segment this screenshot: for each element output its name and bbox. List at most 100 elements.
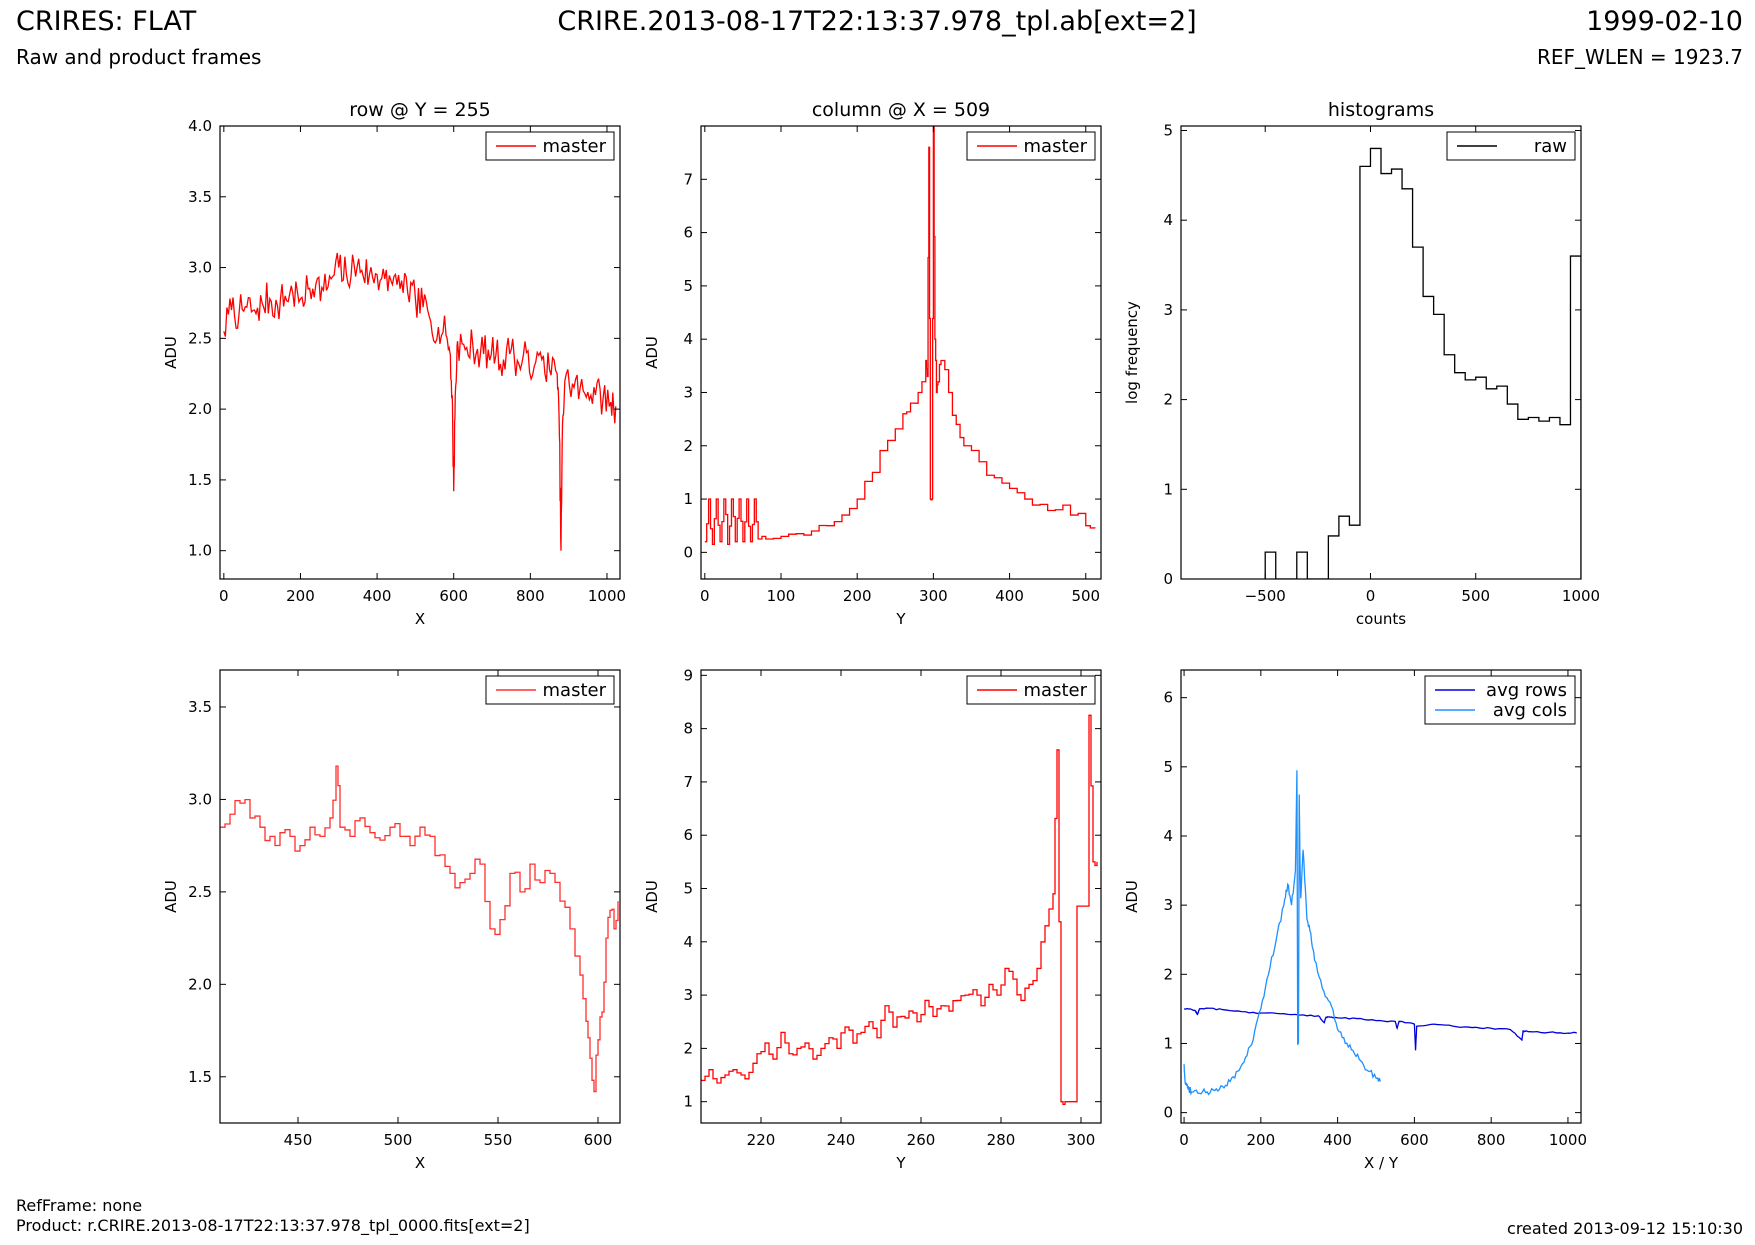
y-tick-label: 1 (683, 1093, 693, 1111)
x-axis-label: X (415, 610, 425, 628)
plot-frame (700, 125, 1102, 580)
y-tick-label: 4.0 (188, 117, 212, 135)
x-tick-label: 300 (1067, 1131, 1096, 1149)
y-tick-label: 4 (683, 933, 693, 951)
x-tick-label: 1000 (1562, 587, 1600, 605)
series-line-avg-rows (1183, 1007, 1578, 1051)
plot-area (701, 714, 1098, 1106)
legend: master (485, 131, 615, 161)
x-tick-label: 200 (1247, 1131, 1276, 1149)
x-axis-label: counts (1356, 610, 1406, 628)
x-tick-label: 0 (1366, 587, 1376, 605)
y-tick-label: 2 (1163, 965, 1173, 983)
plot-frame (1180, 669, 1582, 1124)
series-line-master (220, 765, 619, 1093)
chart-panel-5: 220 240 260 280 300 1 2 3 4 5 6 7 8 9 Y ADU master (643, 666, 1102, 1172)
file-title: CRIRE.2013-08-17T22:13:37.978_tpl.ab[ext… (557, 6, 1197, 37)
x-axis-label: Y (895, 1154, 906, 1172)
y-axis-label: ADU (162, 336, 180, 369)
y-tick-label: 2.5 (188, 329, 212, 347)
y-tick-label: 7 (683, 170, 693, 188)
x-tick-label: 600 (439, 587, 468, 605)
y-tick-label: 1 (1163, 480, 1173, 498)
x-tick-label: −500 (1245, 587, 1286, 605)
footer-ref-frame: RefFrame: none (16, 1196, 143, 1215)
y-tick-label: 2 (683, 437, 693, 455)
plot-frame (219, 669, 621, 1124)
x-tick-label: 280 (987, 1131, 1016, 1149)
x-tick-label: 400 (995, 587, 1024, 605)
y-tick-label: 2.0 (188, 975, 212, 993)
y-tick-label: 3.0 (188, 259, 212, 277)
y-tick-label: 1 (1163, 1034, 1173, 1052)
plot-area (223, 252, 617, 551)
date-label: 1999-02-10 (1586, 6, 1743, 37)
plot-area (1183, 770, 1578, 1096)
footer-created: created 2013-09-12 15:10:30 (1507, 1219, 1743, 1238)
x-tick-label: 400 (1323, 1131, 1352, 1149)
y-tick-label: 4 (1163, 211, 1173, 229)
x-tick-label: 200 (843, 587, 872, 605)
x-tick-label: 0 (1179, 1131, 1189, 1149)
y-tick-label: 5 (683, 880, 693, 898)
y-tick-label: 6 (683, 224, 693, 242)
series-line-master (704, 126, 1096, 546)
chart-title: row @ Y = 255 (349, 99, 491, 121)
series-line-master (701, 714, 1098, 1106)
plot-frame (700, 669, 1102, 1124)
series-line-raw (1264, 147, 1581, 579)
x-tick-label: 500 (1071, 587, 1100, 605)
legend: raw (1446, 131, 1576, 161)
x-tick-label: 600 (1400, 1131, 1429, 1149)
chart-panel-6: 0 200 400 600 800 1000 0 1 2 3 4 5 6 X / Y ADU avg rows… (1123, 669, 1587, 1172)
chart-panel-4: 450 500 550 600 1.5 2.0 2.5 3.0 3.5 X ADU master (162, 669, 621, 1172)
y-tick-label: 3 (1163, 301, 1173, 319)
y-tick-label: 6 (1163, 689, 1173, 707)
y-tick-label: 5 (683, 277, 693, 295)
chart-panel-1: 0 200 400 600 800 1000 1.0 1.5 2.0 2.5 3.0 3.5 4.0 ro… (162, 99, 626, 628)
y-tick-label: 1 (683, 490, 693, 508)
page-title: CRIRES: FLAT (16, 6, 197, 37)
y-tick-label: 0 (1163, 570, 1173, 588)
plot-frame (1180, 125, 1582, 580)
x-tick-label: 500 (384, 1131, 413, 1149)
series-line-avg-cols (1183, 770, 1381, 1096)
y-tick-label: 3.0 (188, 790, 212, 808)
x-axis-label: X (415, 1154, 425, 1172)
y-axis-label: log frequency (1123, 301, 1141, 404)
y-tick-label: 6 (683, 826, 693, 844)
y-tick-label: 7 (683, 773, 693, 791)
legend-box (1424, 675, 1576, 725)
series-line-master (223, 252, 617, 551)
x-tick-label: 800 (516, 587, 545, 605)
x-tick-label: 200 (286, 587, 315, 605)
x-tick-label: 450 (284, 1131, 313, 1149)
y-tick-label: 2 (1163, 391, 1173, 409)
y-tick-label: 0 (683, 543, 693, 561)
y-tick-label: 4 (683, 330, 693, 348)
legend: master (966, 675, 1096, 705)
y-tick-label: 2.5 (188, 883, 212, 901)
plot-area (704, 126, 1096, 546)
y-tick-label: 9 (683, 666, 693, 684)
y-tick-label: 0 (1163, 1104, 1173, 1122)
x-tick-label: 1000 (1549, 1131, 1587, 1149)
y-tick-label: 2.0 (188, 400, 212, 418)
x-tick-label: 0 (219, 587, 229, 605)
y-tick-label: 5 (1163, 758, 1173, 776)
y-tick-label: 2 (683, 1039, 693, 1057)
legend-label: master (1024, 680, 1088, 701)
plot-area (1264, 147, 1581, 579)
plot-area (220, 765, 619, 1093)
plot-frame (219, 125, 621, 580)
chart-panel-2: 0 100 200 300 400 500 0 1 2 3 4 5 6 7 column @ X = 509… (643, 99, 1102, 628)
x-tick-label: 1000 (588, 587, 626, 605)
x-tick-label: 550 (484, 1131, 513, 1149)
y-axis-label: ADU (1123, 880, 1141, 913)
x-tick-label: 400 (363, 587, 392, 605)
legend-label: avg cols (1493, 700, 1567, 721)
x-axis-label: X / Y (1364, 1154, 1399, 1172)
x-tick-label: 260 (907, 1131, 936, 1149)
